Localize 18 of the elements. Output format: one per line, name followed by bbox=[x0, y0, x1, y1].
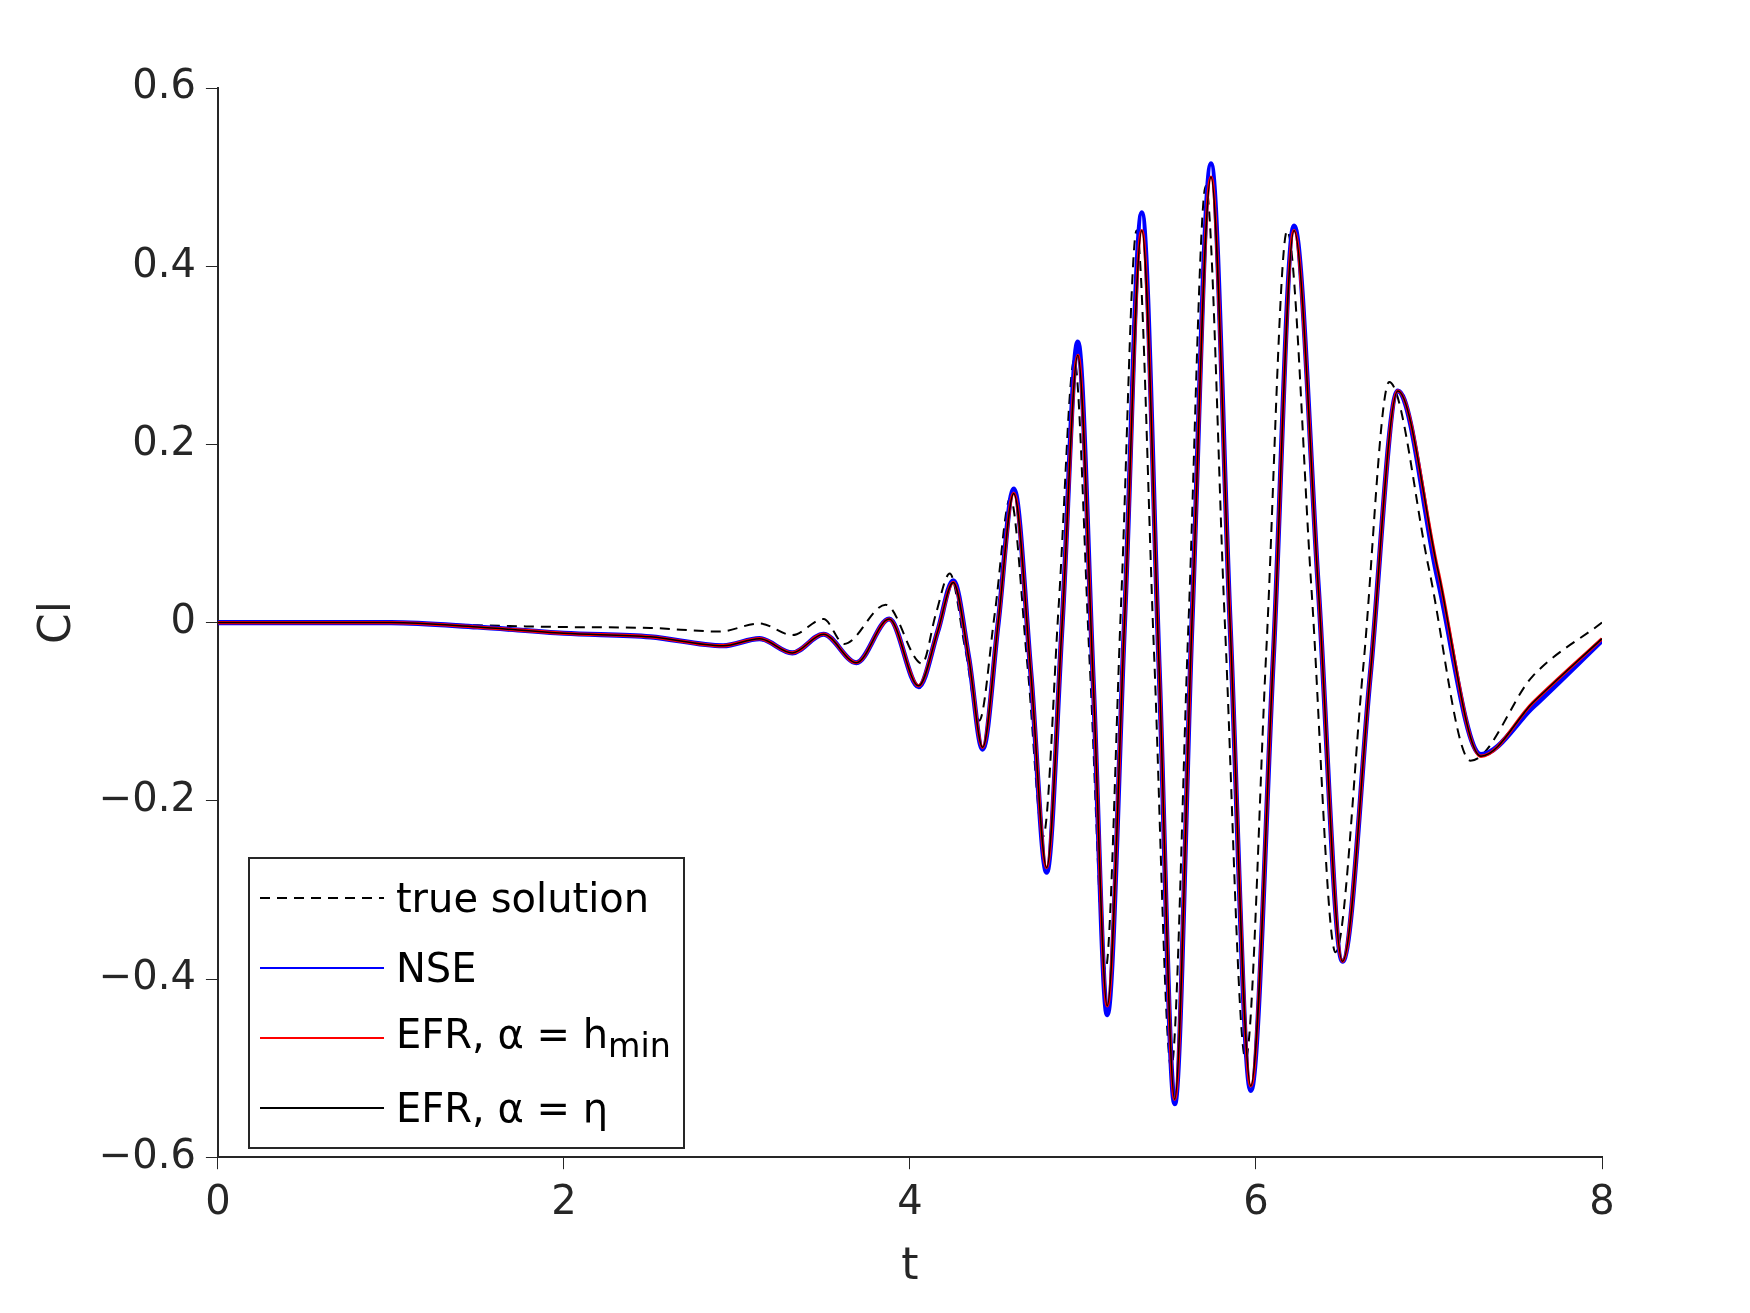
legend-label: EFR, α = η bbox=[395, 1085, 609, 1132]
x-axis-title: t bbox=[901, 1238, 919, 1290]
legend-label: true solution bbox=[395, 875, 650, 922]
y-tick-label: 0.4 bbox=[132, 239, 196, 286]
y-tick-label: −0.2 bbox=[98, 774, 196, 821]
y-tick-label: −0.4 bbox=[98, 952, 196, 999]
y-tick-label: −0.6 bbox=[98, 1130, 196, 1177]
x-tick-label: 6 bbox=[1243, 1176, 1269, 1223]
x-tick-label: 8 bbox=[1589, 1176, 1615, 1223]
y-tick-label: 0.6 bbox=[132, 61, 196, 108]
y-tick-label: 0 bbox=[170, 595, 196, 642]
y-axis-title: Cl bbox=[28, 601, 80, 645]
legend-label: EFR, α = h$_{min}$ bbox=[395, 1011, 671, 1066]
x-tick-label: 2 bbox=[551, 1176, 577, 1223]
x-tick-label: 4 bbox=[897, 1176, 923, 1223]
x-tick-label: 0 bbox=[205, 1176, 231, 1223]
y-tick-label: 0.2 bbox=[132, 417, 196, 464]
legend-label: NSE bbox=[395, 945, 477, 992]
